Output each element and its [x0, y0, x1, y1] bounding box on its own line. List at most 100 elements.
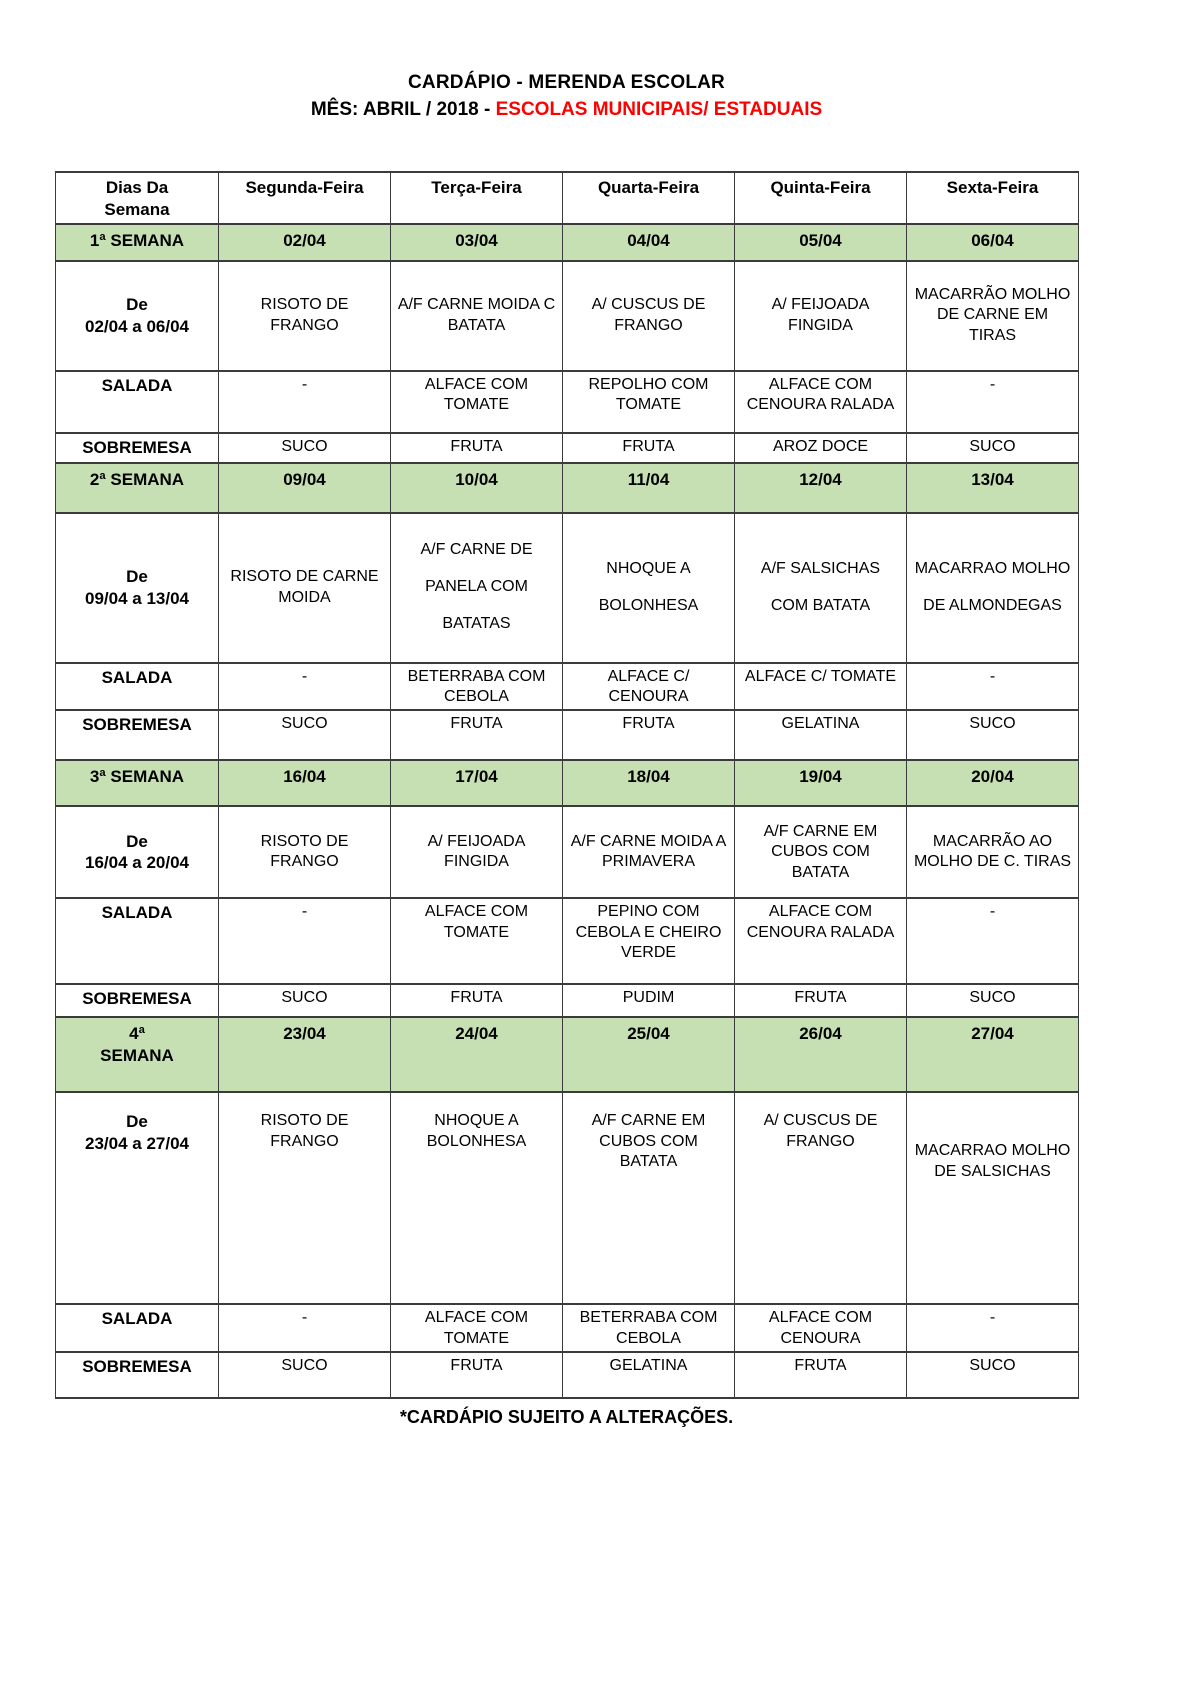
date-cell: 16/04 — [218, 759, 391, 808]
range-cell: De 02/04 a 06/04 — [55, 259, 219, 372]
week3-sobremesa-row: SOBREMESA SUCO FRUTA PUDIM FRUTA SUCO — [55, 983, 1079, 1019]
week3-salada-row: SALADA - ALFACE COM TOMATE PEPINO COM CE… — [55, 897, 1079, 986]
sobremesa-cell: SUCO — [218, 1351, 391, 1400]
sobremesa-cell: AROZ DOCE — [734, 431, 907, 464]
date-cell: 09/04 — [218, 461, 391, 514]
salada-cell: ALFACE COM CENOURA RALADA — [734, 369, 907, 434]
salada-cell: - — [218, 369, 391, 434]
sobremesa-cell: FRUTA — [390, 431, 563, 464]
date-cell: 20/04 — [906, 759, 1079, 808]
sobremesa-cell: SUCO — [906, 431, 1079, 464]
title-month: MÊS: ABRIL / 2018 - — [310, 99, 496, 120]
range-cell: De 09/04 a 13/04 — [55, 511, 219, 664]
dish-cell: MACARRÃO MOLHO DE CARNE EM TIRAS — [906, 259, 1079, 372]
week4-main-row: De 23/04 a 27/04 RISOTO DE FRANGO NHOQUE… — [55, 1091, 1079, 1306]
salada-cell: ALFACE COM CENOURA RALADA — [734, 897, 907, 986]
header-wednesday: Quarta-Feira — [562, 171, 735, 225]
date-cell: 10/04 — [390, 461, 563, 514]
dish-cell: A/ CUSCUS DE FRANGO — [734, 1091, 907, 1306]
date-cell: 02/04 — [218, 222, 391, 262]
date-cell: 26/04 — [734, 1016, 907, 1094]
sobremesa-cell: GELATINA — [562, 1351, 735, 1400]
row-header-sobremesa: SOBREMESA — [55, 431, 219, 464]
dish-cell: A/ CUSCUS DE FRANGO — [562, 259, 735, 372]
sobremesa-cell: FRUTA — [390, 709, 563, 762]
week-label: 3ª SEMANA — [55, 759, 219, 808]
salada-cell: - — [906, 661, 1079, 712]
range-cell: De 23/04 a 27/04 — [55, 1091, 219, 1306]
week-label: 1ª SEMANA — [55, 222, 219, 262]
date-cell: 19/04 — [734, 759, 907, 808]
date-cell: 11/04 — [562, 461, 735, 514]
sobremesa-cell: PUDIM — [562, 983, 735, 1019]
dish-cell: A/ FEIJOADA FINGIDA — [390, 805, 563, 900]
date-cell: 03/04 — [390, 222, 563, 262]
dish-cell: A/F CARNE MOIDA A PRIMAVERA — [562, 805, 735, 900]
sobremesa-cell: SUCO — [906, 1351, 1079, 1400]
header-thursday: Quinta-Feira — [734, 171, 907, 225]
sobremesa-cell: SUCO — [906, 983, 1079, 1019]
sobremesa-cell: GELATINA — [734, 709, 907, 762]
header-monday: Segunda-Feira — [218, 171, 391, 225]
week1-sobremesa-row: SOBREMESA SUCO FRUTA FRUTA AROZ DOCE SUC… — [55, 431, 1079, 464]
week4-sobremesa-row: SOBREMESA SUCO FRUTA GELATINA FRUTA SUCO — [55, 1351, 1079, 1400]
salada-cell: BETERRABA COM CEBOLA — [390, 661, 563, 712]
week1-salada-row: SALADA - ALFACE COM TOMATE REPOLHO COM T… — [55, 369, 1079, 434]
date-cell: 18/04 — [562, 759, 735, 808]
week4-banner-row: 4ª SEMANA 23/04 24/04 25/04 26/04 27/04 — [55, 1016, 1079, 1094]
header-days-of-week: Dias Da Semana — [55, 171, 219, 225]
dish-cell: MACARRAO MOLHO DE ALMONDEGAS — [906, 511, 1079, 664]
date-cell: 24/04 — [390, 1016, 563, 1094]
salada-cell: - — [218, 1303, 391, 1354]
header-friday: Sexta-Feira — [906, 171, 1079, 225]
date-cell: 25/04 — [562, 1016, 735, 1094]
dish-cell: MACARRAO MOLHO DE SALSICHAS — [906, 1091, 1079, 1306]
dish-cell: A/F CARNE EM CUBOS COM BATATA — [734, 805, 907, 900]
week2-main-row: De 09/04 a 13/04 RISOTO DE CARNE MOIDA A… — [55, 511, 1079, 664]
dish-cell: A/ FEIJOADA FINGIDA — [734, 259, 907, 372]
sobremesa-cell: FRUTA — [734, 983, 907, 1019]
header-row: Dias Da Semana Segunda-Feira Terça-Feira… — [55, 171, 1079, 225]
sobremesa-cell: FRUTA — [734, 1351, 907, 1400]
range-cell: De 16/04 a 20/04 — [55, 805, 219, 900]
row-header-sobremesa: SOBREMESA — [55, 983, 219, 1019]
row-header-salada: SALADA — [55, 369, 219, 434]
title-line2: MÊS: ABRIL / 2018 - ESCOLAS MUNICIPAIS/ … — [55, 99, 1078, 121]
date-cell: 05/04 — [734, 222, 907, 262]
week3-main-row: De 16/04 a 20/04 RISOTO DE FRANGO A/ FEI… — [55, 805, 1079, 900]
title-line1: CARDÁPIO - MERENDA ESCOLAR — [408, 72, 725, 93]
week2-sobremesa-row: SOBREMESA SUCO FRUTA FRUTA GELATINA SUCO — [55, 709, 1079, 762]
date-cell: 06/04 — [906, 222, 1079, 262]
row-header-sobremesa: SOBREMESA — [55, 709, 219, 762]
week4-salada-row: SALADA - ALFACE COM TOMATE BETERRABA COM… — [55, 1303, 1079, 1354]
week2-banner-row: 2ª SEMANA 09/04 10/04 11/04 12/04 13/04 — [55, 461, 1079, 514]
title-schools-red: ESCOLAS MUNICIPAIS/ ESTADUAIS — [495, 99, 823, 120]
row-header-salada: SALADA — [55, 661, 219, 712]
date-cell: 04/04 — [562, 222, 735, 262]
dish-cell: A/F SALSICHAS COM BATATA — [734, 511, 907, 664]
document-title: CARDÁPIO - MERENDA ESCOLAR MÊS: ABRIL / … — [55, 72, 1078, 121]
salada-cell: - — [218, 661, 391, 712]
menu-table: Dias Da Semana Segunda-Feira Terça-Feira… — [55, 171, 1079, 1400]
week-label: 4ª SEMANA — [55, 1016, 219, 1094]
sobremesa-cell: SUCO — [906, 709, 1079, 762]
dish-cell: NHOQUE A BOLONHESA — [562, 511, 735, 664]
date-cell: 13/04 — [906, 461, 1079, 514]
dish-cell: RISOTO DE FRANGO — [218, 259, 391, 372]
salada-cell: ALFACE C/ TOMATE — [734, 661, 907, 712]
dish-cell: MACARRÃO AO MOLHO DE C. TIRAS — [906, 805, 1079, 900]
dish-cell: A/F CARNE EM CUBOS COM BATATA — [562, 1091, 735, 1306]
salada-cell: - — [906, 1303, 1079, 1354]
date-cell: 27/04 — [906, 1016, 1079, 1094]
salada-cell: - — [906, 897, 1079, 986]
sobremesa-cell: FRUTA — [562, 431, 735, 464]
dish-cell: RISOTO DE FRANGO — [218, 805, 391, 900]
row-header-salada: SALADA — [55, 1303, 219, 1354]
sobremesa-cell: SUCO — [218, 431, 391, 464]
row-header-salada: SALADA — [55, 897, 219, 986]
date-cell: 12/04 — [734, 461, 907, 514]
salada-cell: ALFACE COM TOMATE — [390, 1303, 563, 1354]
footer-note: *CARDÁPIO SUJEITO A ALTERAÇÕES. — [399, 1407, 734, 1428]
dish-cell: RISOTO DE CARNE MOIDA — [218, 511, 391, 664]
sobremesa-cell: FRUTA — [562, 709, 735, 762]
